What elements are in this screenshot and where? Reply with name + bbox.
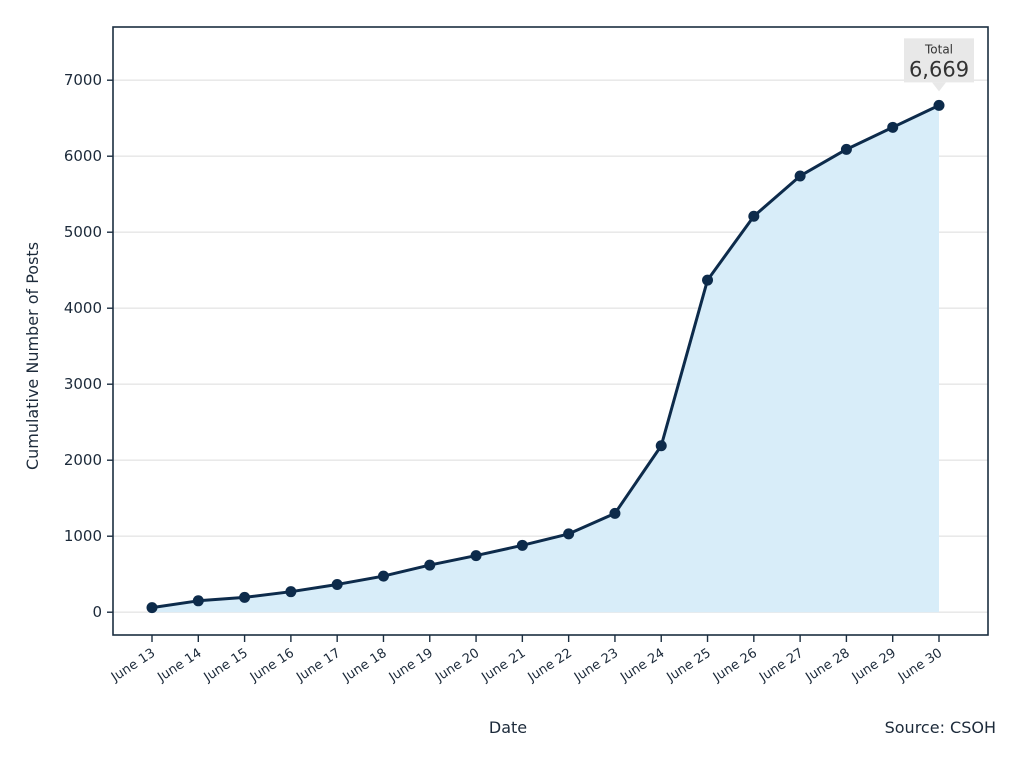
x-tick-label: June 29 [849, 646, 899, 686]
callout-value: 6,669 [909, 57, 969, 81]
source-note: Source: CSOH [885, 718, 996, 737]
x-tick-label: June 27 [756, 646, 806, 686]
data-point [516, 539, 528, 551]
gridlines [113, 79, 988, 613]
data-point [563, 528, 575, 540]
y-axis-ticks: 0 1000 2000 3000 4000 5000 6000 7000 [64, 71, 113, 621]
x-tick-label: June 16 [247, 646, 297, 686]
series-line [151, 104, 940, 610]
y-axis-title: Cumulative Number of Posts [23, 242, 42, 470]
data-point [609, 507, 621, 519]
data-point [887, 121, 899, 133]
x-tick-label: June 30 [895, 646, 945, 686]
x-tick-label: June 28 [802, 646, 852, 686]
data-point [331, 578, 343, 590]
line-layer [151, 104, 940, 610]
x-tick-label: June 23 [571, 646, 621, 686]
data-point [840, 143, 852, 155]
data-point [285, 586, 297, 598]
x-tick-label: June 21 [478, 646, 528, 686]
x-tick-label: June 17 [293, 646, 343, 686]
y-tick-label: 4000 [64, 299, 102, 317]
data-point [239, 591, 251, 603]
data-point [702, 274, 714, 286]
data-point [470, 550, 482, 562]
point-layer [146, 99, 945, 614]
area-layer [152, 105, 939, 613]
data-point [146, 602, 158, 614]
callout-label: Total [924, 42, 953, 56]
y-tick-label: 7000 [64, 71, 102, 89]
x-tick-label: June 15 [201, 646, 251, 686]
y-tick-label: 6000 [64, 147, 102, 165]
x-tick-label: June 20 [432, 646, 482, 686]
plot-frame [112, 26, 989, 636]
data-point [377, 570, 389, 582]
area-fill [152, 105, 939, 613]
x-tick-label: June 13 [108, 646, 158, 686]
callout-pointer [932, 82, 946, 92]
data-point [748, 210, 760, 222]
x-tick-label: June 19 [386, 646, 436, 686]
x-tick-label: June 25 [664, 646, 714, 686]
x-axis-title: Date [489, 718, 527, 737]
x-tick-label: June 18 [340, 646, 390, 686]
x-tick-label: June 24 [617, 646, 667, 686]
x-tick-label: June 22 [525, 646, 575, 686]
y-tick-label: 5000 [64, 223, 102, 241]
data-point [424, 559, 436, 571]
y-tick-label: 0 [92, 603, 102, 621]
data-point [794, 170, 806, 182]
data-point [655, 440, 667, 452]
x-tick-label: June 14 [154, 646, 204, 686]
data-point [192, 595, 204, 607]
y-tick-label: 1000 [64, 527, 102, 545]
x-tick-label: June 26 [710, 646, 760, 686]
y-tick-label: 2000 [64, 451, 102, 469]
callout-box [904, 38, 974, 83]
data-point [933, 99, 945, 111]
y-tick-label: 3000 [64, 375, 102, 393]
